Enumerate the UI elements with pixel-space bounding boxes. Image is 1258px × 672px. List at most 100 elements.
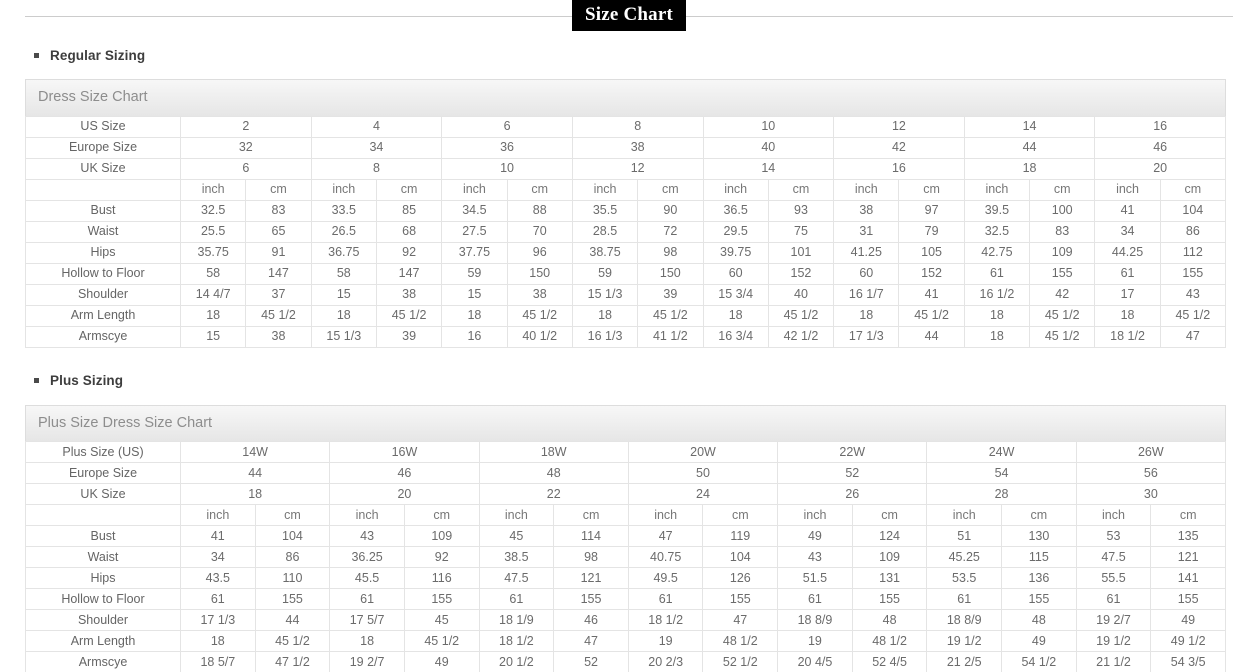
size-value: 20 xyxy=(329,483,480,505)
measurement-value: 114 xyxy=(553,525,629,547)
measurement-value: 115 xyxy=(1001,546,1077,568)
measurement-value: 155 xyxy=(702,588,779,610)
measurement-value: 36.25 xyxy=(329,546,405,568)
size-value: 12 xyxy=(833,115,965,138)
size-value: 28 xyxy=(926,483,1077,505)
size-value: 44 xyxy=(179,462,331,484)
measurement-value: 41 xyxy=(180,525,256,547)
size-value: 14 xyxy=(702,157,835,180)
measurement-value: 18 1/2 xyxy=(1094,325,1161,348)
measurement-value: 17 1/3 xyxy=(833,325,900,348)
measurement-value: 16 1/2 xyxy=(963,283,1031,306)
size-value: 16 xyxy=(1094,115,1226,138)
measurement-value: 18 xyxy=(179,304,247,327)
measurement-value: 36.5 xyxy=(702,199,769,222)
unit-header-inch: inch xyxy=(478,504,555,526)
measurement-value: 147 xyxy=(245,262,312,285)
size-value: 34 xyxy=(310,136,443,159)
size-table: Plus Size (US) 14W 16W 18W 20W 22W 24W 26W Europ… xyxy=(25,441,1227,672)
measurement-value: 83 xyxy=(245,199,312,222)
measurement-value: 45 1/2 xyxy=(1159,304,1227,327)
unit-header-inch: inch xyxy=(702,178,769,201)
measurement-value: 21 2/5 xyxy=(926,651,1003,672)
measurement-value: 101 xyxy=(767,241,835,264)
measurement-value: 126 xyxy=(702,567,779,589)
measurement-row: Hollow to Floor 58 147 58 147 59 150 59 150 60 152… xyxy=(25,262,1227,285)
measurement-value: 47 xyxy=(553,630,629,652)
unit-header-inch: inch xyxy=(777,504,853,526)
unit-header-cm: cm xyxy=(702,504,779,526)
size-value: 2 xyxy=(180,115,312,138)
measurement-value: 85 xyxy=(375,199,443,222)
measurement-row: Armscye 18 5/7 47 1/2 19 2/7 49 20 1/2 52 20 2/… xyxy=(25,651,1226,672)
measurement-value: 45.5 xyxy=(329,567,405,589)
measurement-value: 35.75 xyxy=(179,241,247,264)
unit-header-inch: inch xyxy=(329,504,405,526)
unit-header-cm: cm xyxy=(506,178,573,201)
row-label: US Size xyxy=(25,115,181,138)
measurement-value: 18 xyxy=(833,304,900,327)
measurement-value: 55.5 xyxy=(1075,567,1152,589)
measurement-value: 43 xyxy=(777,546,853,568)
measurement-row: Bust 32.5 83 33.5 85 34.5 88 35.5 90 36.5 93 38 97 39… xyxy=(25,199,1227,222)
measurement-value: 45 1/2 xyxy=(403,630,480,652)
measurement-value: 93 xyxy=(767,199,835,222)
measurement-label: Armscye xyxy=(25,651,181,672)
measurement-value: 45 1/2 xyxy=(1029,304,1096,327)
measurement-value: 136 xyxy=(1001,567,1077,589)
measurement-value: 65 xyxy=(245,220,312,243)
measurement-value: 100 xyxy=(1029,199,1096,222)
measurement-value: 45 1/2 xyxy=(245,304,312,327)
measurement-value: 41.25 xyxy=(833,241,900,264)
measurement-value: 53.5 xyxy=(926,567,1003,589)
measurement-value: 147 xyxy=(375,262,443,285)
unit-header-inch: inch xyxy=(1094,178,1161,201)
unit-header-inch: inch xyxy=(179,178,247,201)
measurement-row: Waist 25.5 65 26.5 68 27.5 70 28.5 72 29.5 75 31 79 3… xyxy=(25,220,1227,243)
measurement-value: 155 xyxy=(254,588,331,610)
measurement-value: 45.25 xyxy=(926,546,1003,568)
measurement-value: 15 xyxy=(179,325,247,348)
measurement-value: 45 1/2 xyxy=(1029,325,1096,348)
size-row-europe: Europe Size 32 34 36 38 40 42 44 46 xyxy=(25,136,1226,159)
unit-header-cm: cm xyxy=(1029,178,1096,201)
measurement-value: 155 xyxy=(1150,588,1226,610)
measurement-label: Arm Length xyxy=(25,304,181,327)
row-label: UK Size xyxy=(25,157,181,180)
measurement-value: 38.5 xyxy=(478,546,555,568)
measurement-value: 52 4/5 xyxy=(851,651,928,672)
measurement-value: 15 3/4 xyxy=(702,283,769,306)
size-table-block: Plus Size Dress Size Chart Plus Size (US)… xyxy=(25,404,1227,672)
measurement-label: Bust xyxy=(25,199,181,222)
measurement-value: 17 5/7 xyxy=(329,609,405,631)
section-heading: Regular Sizing xyxy=(34,44,1258,66)
size-value: 22 xyxy=(478,483,629,505)
measurement-value: 15 1/3 xyxy=(571,283,639,306)
unit-header-inch: inch xyxy=(963,178,1031,201)
size-value: 54 xyxy=(926,462,1077,484)
measurement-value: 47 1/2 xyxy=(254,651,331,672)
measurement-value: 130 xyxy=(1001,525,1077,547)
measurement-value: 39 xyxy=(375,325,443,348)
measurement-value: 58 xyxy=(310,262,377,285)
measurement-value: 98 xyxy=(553,546,629,568)
measurement-row: Hollow to Floor 61 155 61 155 61 155 61 155 61 155… xyxy=(25,588,1226,610)
size-value: 46 xyxy=(329,462,480,484)
measurement-value: 45 xyxy=(403,609,480,631)
measurement-value: 131 xyxy=(851,567,928,589)
size-value: 26 xyxy=(777,483,928,505)
measurement-value: 119 xyxy=(702,525,779,547)
measurement-label: Bust xyxy=(25,525,181,547)
measurement-value: 104 xyxy=(254,525,331,547)
measurement-value: 45 1/2 xyxy=(506,304,573,327)
measurement-value: 19 xyxy=(777,630,853,652)
size-value: 42 xyxy=(833,136,965,159)
measurement-value: 39 xyxy=(637,283,704,306)
measurement-value: 19 2/7 xyxy=(329,651,405,672)
row-label-blank xyxy=(25,504,181,526)
page-title-bar: Size Chart xyxy=(25,0,1233,44)
measurement-value: 109 xyxy=(851,546,928,568)
measurement-value: 121 xyxy=(1150,546,1226,568)
measurement-value: 52 xyxy=(553,651,629,672)
measurement-value: 44 xyxy=(898,325,965,348)
